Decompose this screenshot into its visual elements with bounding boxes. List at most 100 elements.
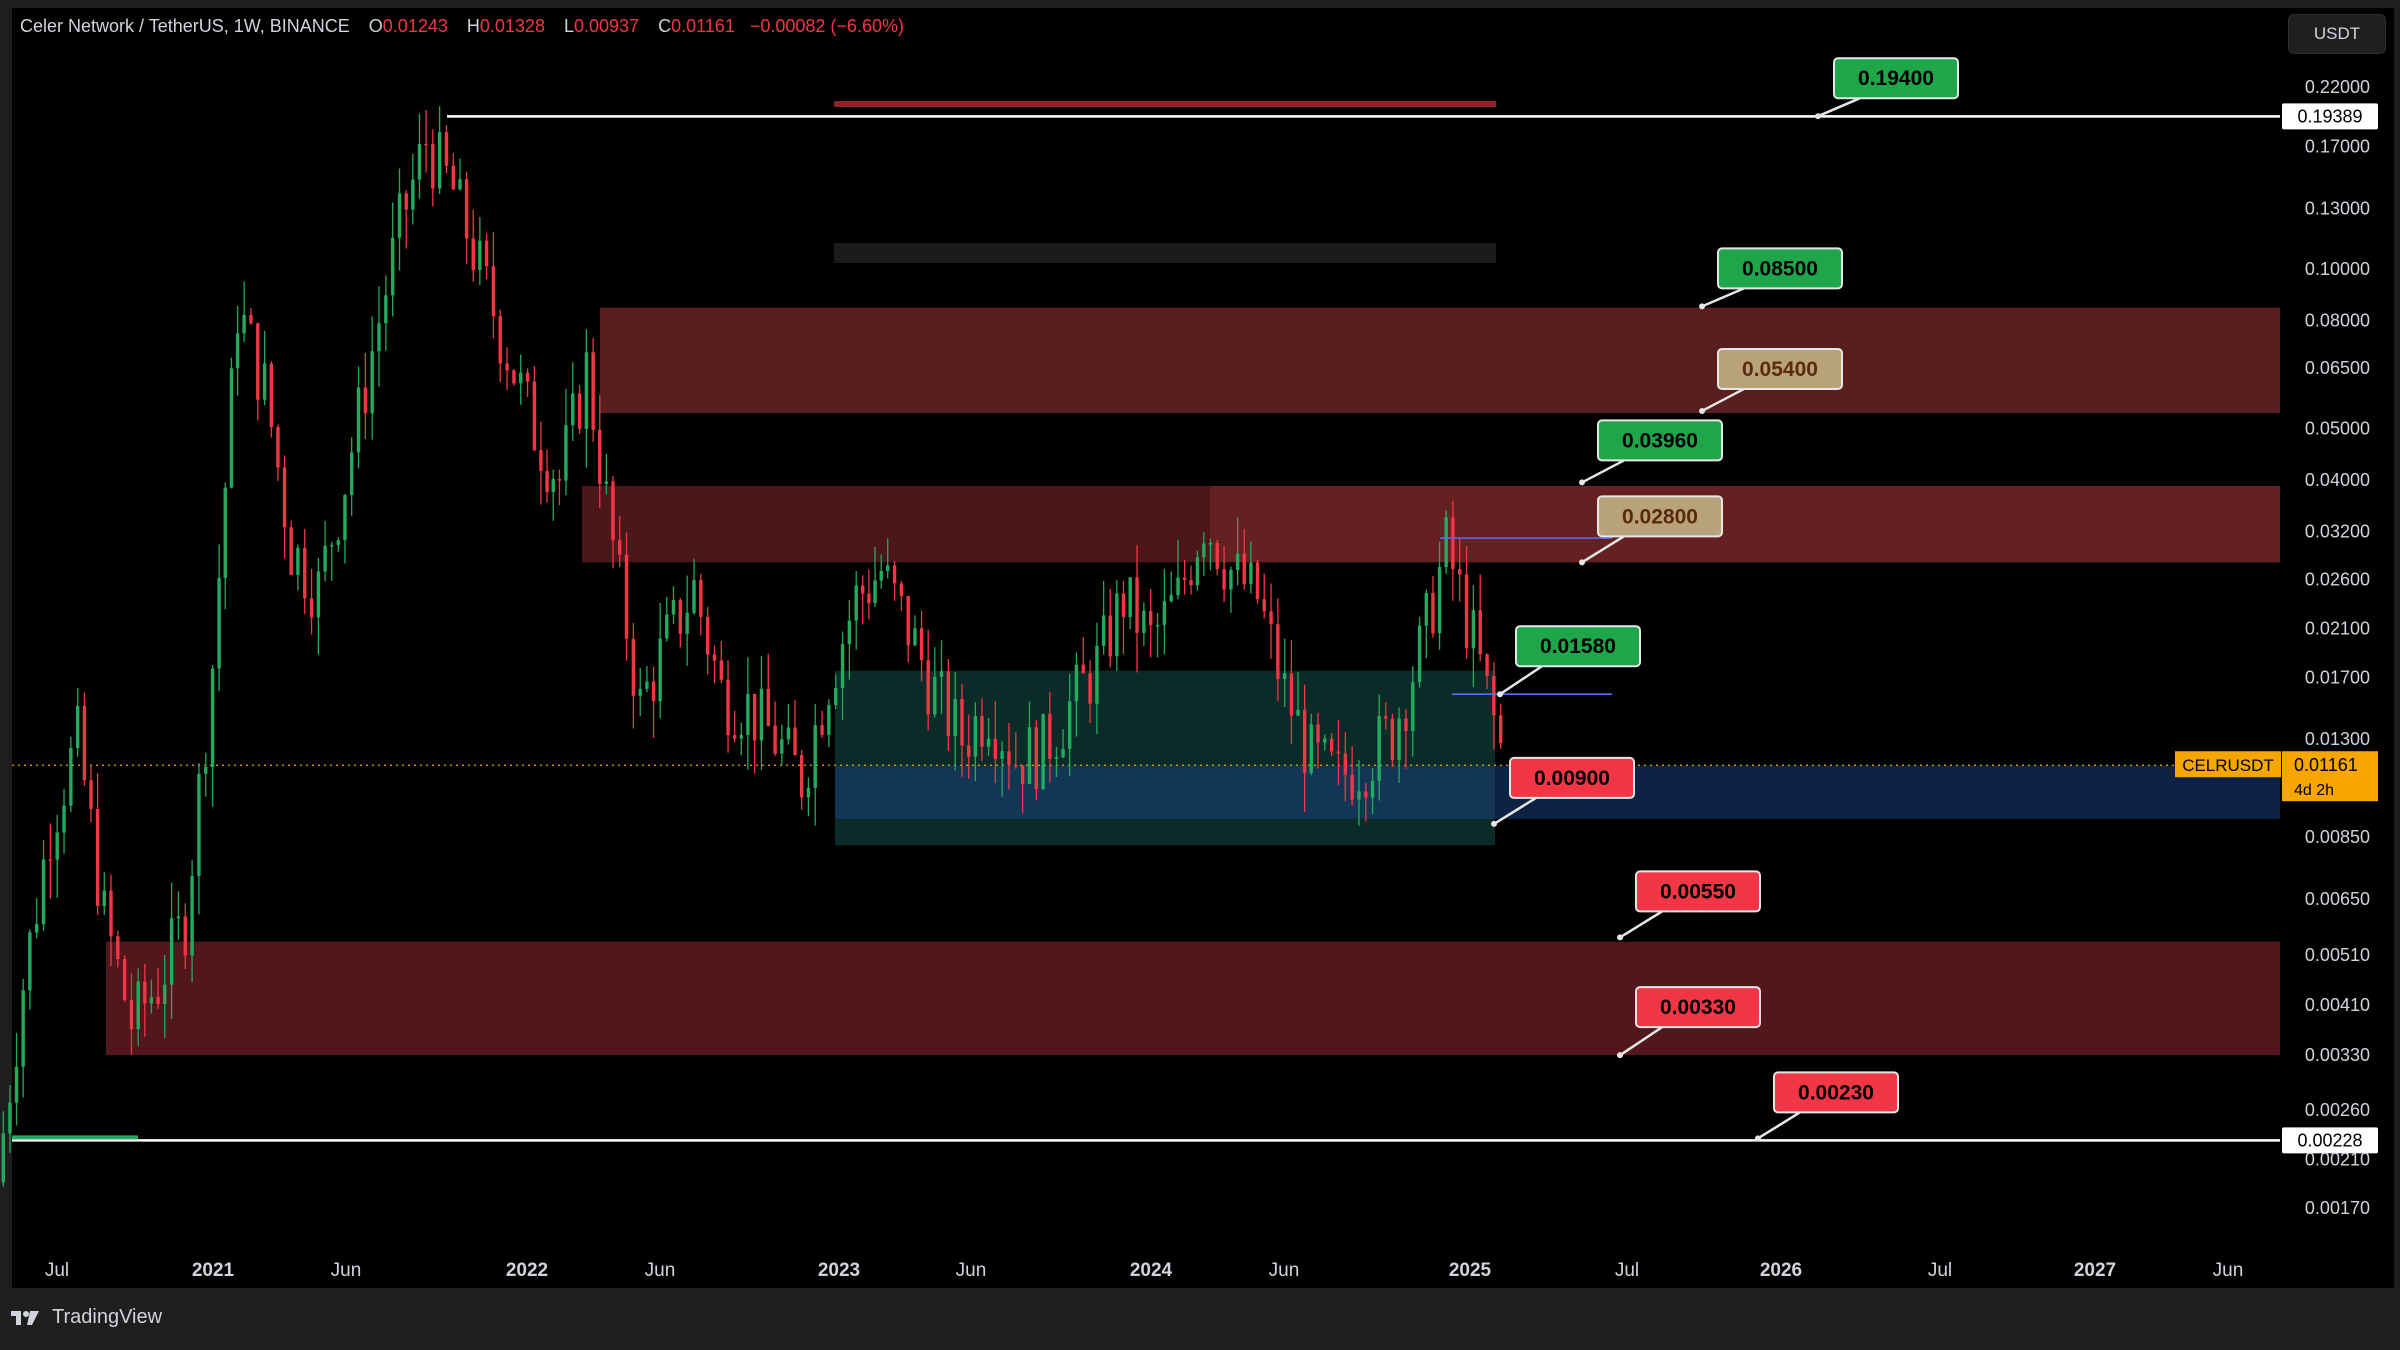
last-price-value: 0.01161 [2294,755,2358,775]
candle-body [1189,580,1193,586]
level-tag-0.05400[interactable]: 0.05400 [1699,347,1843,414]
level-tag-0.03960[interactable]: 0.03960 [1579,419,1723,486]
zone-upper-resistance[interactable] [600,307,2280,414]
level-tag-0.00900[interactable]: 0.00900 [1491,756,1635,827]
candle-body [953,699,957,737]
brand-logo[interactable]: TradingView [10,1306,162,1329]
candle-body [122,958,127,1001]
candle-body [840,644,845,688]
level-tag-label: 0.01580 [1540,635,1616,658]
y-tick-label: 0.10000 [2305,259,2370,279]
last-price-tag[interactable]: CELRUSDT 0.01161 4d 2h [2175,751,2378,802]
level-tag-box [1833,57,1959,100]
level-tag-0.19400[interactable]: 0.19400 [1815,57,1959,120]
axis-price-label-text: 0.19389 [2297,106,2362,126]
candle-body [183,916,187,956]
level-tag-0.00330[interactable]: 0.00330 [1617,986,1761,1059]
level-tag-anchor [1491,820,1497,827]
candle-body [296,547,300,575]
candle-body [1404,718,1408,731]
y-tick-label: 0.00260 [2305,1100,2370,1120]
candle-body [1384,716,1388,719]
candle-body [1296,709,1300,716]
candle-body [1007,751,1011,765]
level-tag-pointer [1701,387,1745,413]
legend-header: Celer Network / TetherUS, 1W, BINANCE O 0… [20,16,904,37]
level-tag-label: 0.02800 [1622,505,1698,528]
candle-body [1142,610,1146,633]
candle-body [766,688,770,726]
candle-body [532,381,537,451]
level-tag-label: 0.00330 [1660,996,1736,1019]
level-tag-0.08500[interactable]: 0.08500 [1699,247,1843,310]
y-tick-label: 0.13000 [2305,198,2370,218]
level-tag-pointer [1619,1026,1663,1057]
zone-lower-support[interactable] [106,941,2280,1056]
x-tick-label: Jun [1269,1260,1300,1281]
candle-body [28,932,32,991]
candle-body [217,577,221,669]
candle-body [1262,599,1266,612]
close-key: C [658,16,672,36]
symbol-tag-box [2175,751,2281,778]
symbol-tag-text: CELRUSDT [2182,756,2274,775]
candle-body [658,638,662,702]
candle-body [384,295,388,324]
chart-pane[interactable] [12,8,2286,1288]
candle-body [1269,611,1273,625]
candle-body [1020,765,1025,784]
candle-body [685,612,689,634]
open-key: O [368,16,383,36]
candle-body [330,544,334,547]
candle-body [102,890,106,907]
level-tag-pointer [1757,1111,1801,1140]
candle-body [645,681,649,689]
candle-body [512,370,516,384]
candle-body [525,372,530,382]
candle-body [282,467,287,528]
candle-body [799,755,804,798]
candle-body [1074,664,1079,702]
candle-body [1499,715,1503,744]
level-tag-0.02800[interactable]: 0.02800 [1579,495,1723,566]
x-tick-label: 2025 [1449,1260,1492,1281]
high-value: 0.01328 [479,16,545,36]
level-tag-box [1717,347,1843,390]
candle-body [1202,543,1206,558]
candle-body [1309,724,1313,773]
candle-body [34,924,39,933]
candle-body [1478,610,1482,655]
zone-mid-resistance-right[interactable] [1210,485,2280,563]
symbol-title[interactable]: Celer Network / TetherUS, 1W, BINANCE [20,16,350,36]
candle-body [827,705,831,735]
candle-body [759,688,764,741]
candle-body [491,266,496,317]
candle-body [444,132,449,166]
currency-button[interactable]: USDT [2288,14,2386,54]
candle-body [62,805,66,833]
candle-body [1081,664,1085,674]
candle-body [262,363,267,400]
level-tag-0.01580[interactable]: 0.01580 [1497,625,1641,698]
candle-body [618,540,622,555]
candle-body [1316,724,1320,743]
candle-body [1054,757,1059,759]
candle-body [431,144,435,189]
candle-body [1027,727,1032,784]
level-tag-anchor [1815,113,1821,120]
level-tag-0.00230[interactable]: 0.00230 [1755,1071,1899,1142]
level-tag-0.00550[interactable]: 0.00550 [1617,870,1761,941]
y-tick-label: 0.05000 [2305,419,2370,439]
candle-body [55,832,59,860]
candle-body [1121,593,1126,618]
candle-body [149,997,154,1004]
candle-body [732,735,737,739]
candle-body [1061,748,1065,758]
level-tag-box [1597,419,1723,462]
y-tick-label: 0.00210 [2305,1149,2370,1169]
candle-body [705,616,710,655]
price-axis[interactable] [2286,8,2394,1288]
level-tag-box [1773,1071,1899,1114]
x-tick-label: Jun [645,1260,676,1281]
